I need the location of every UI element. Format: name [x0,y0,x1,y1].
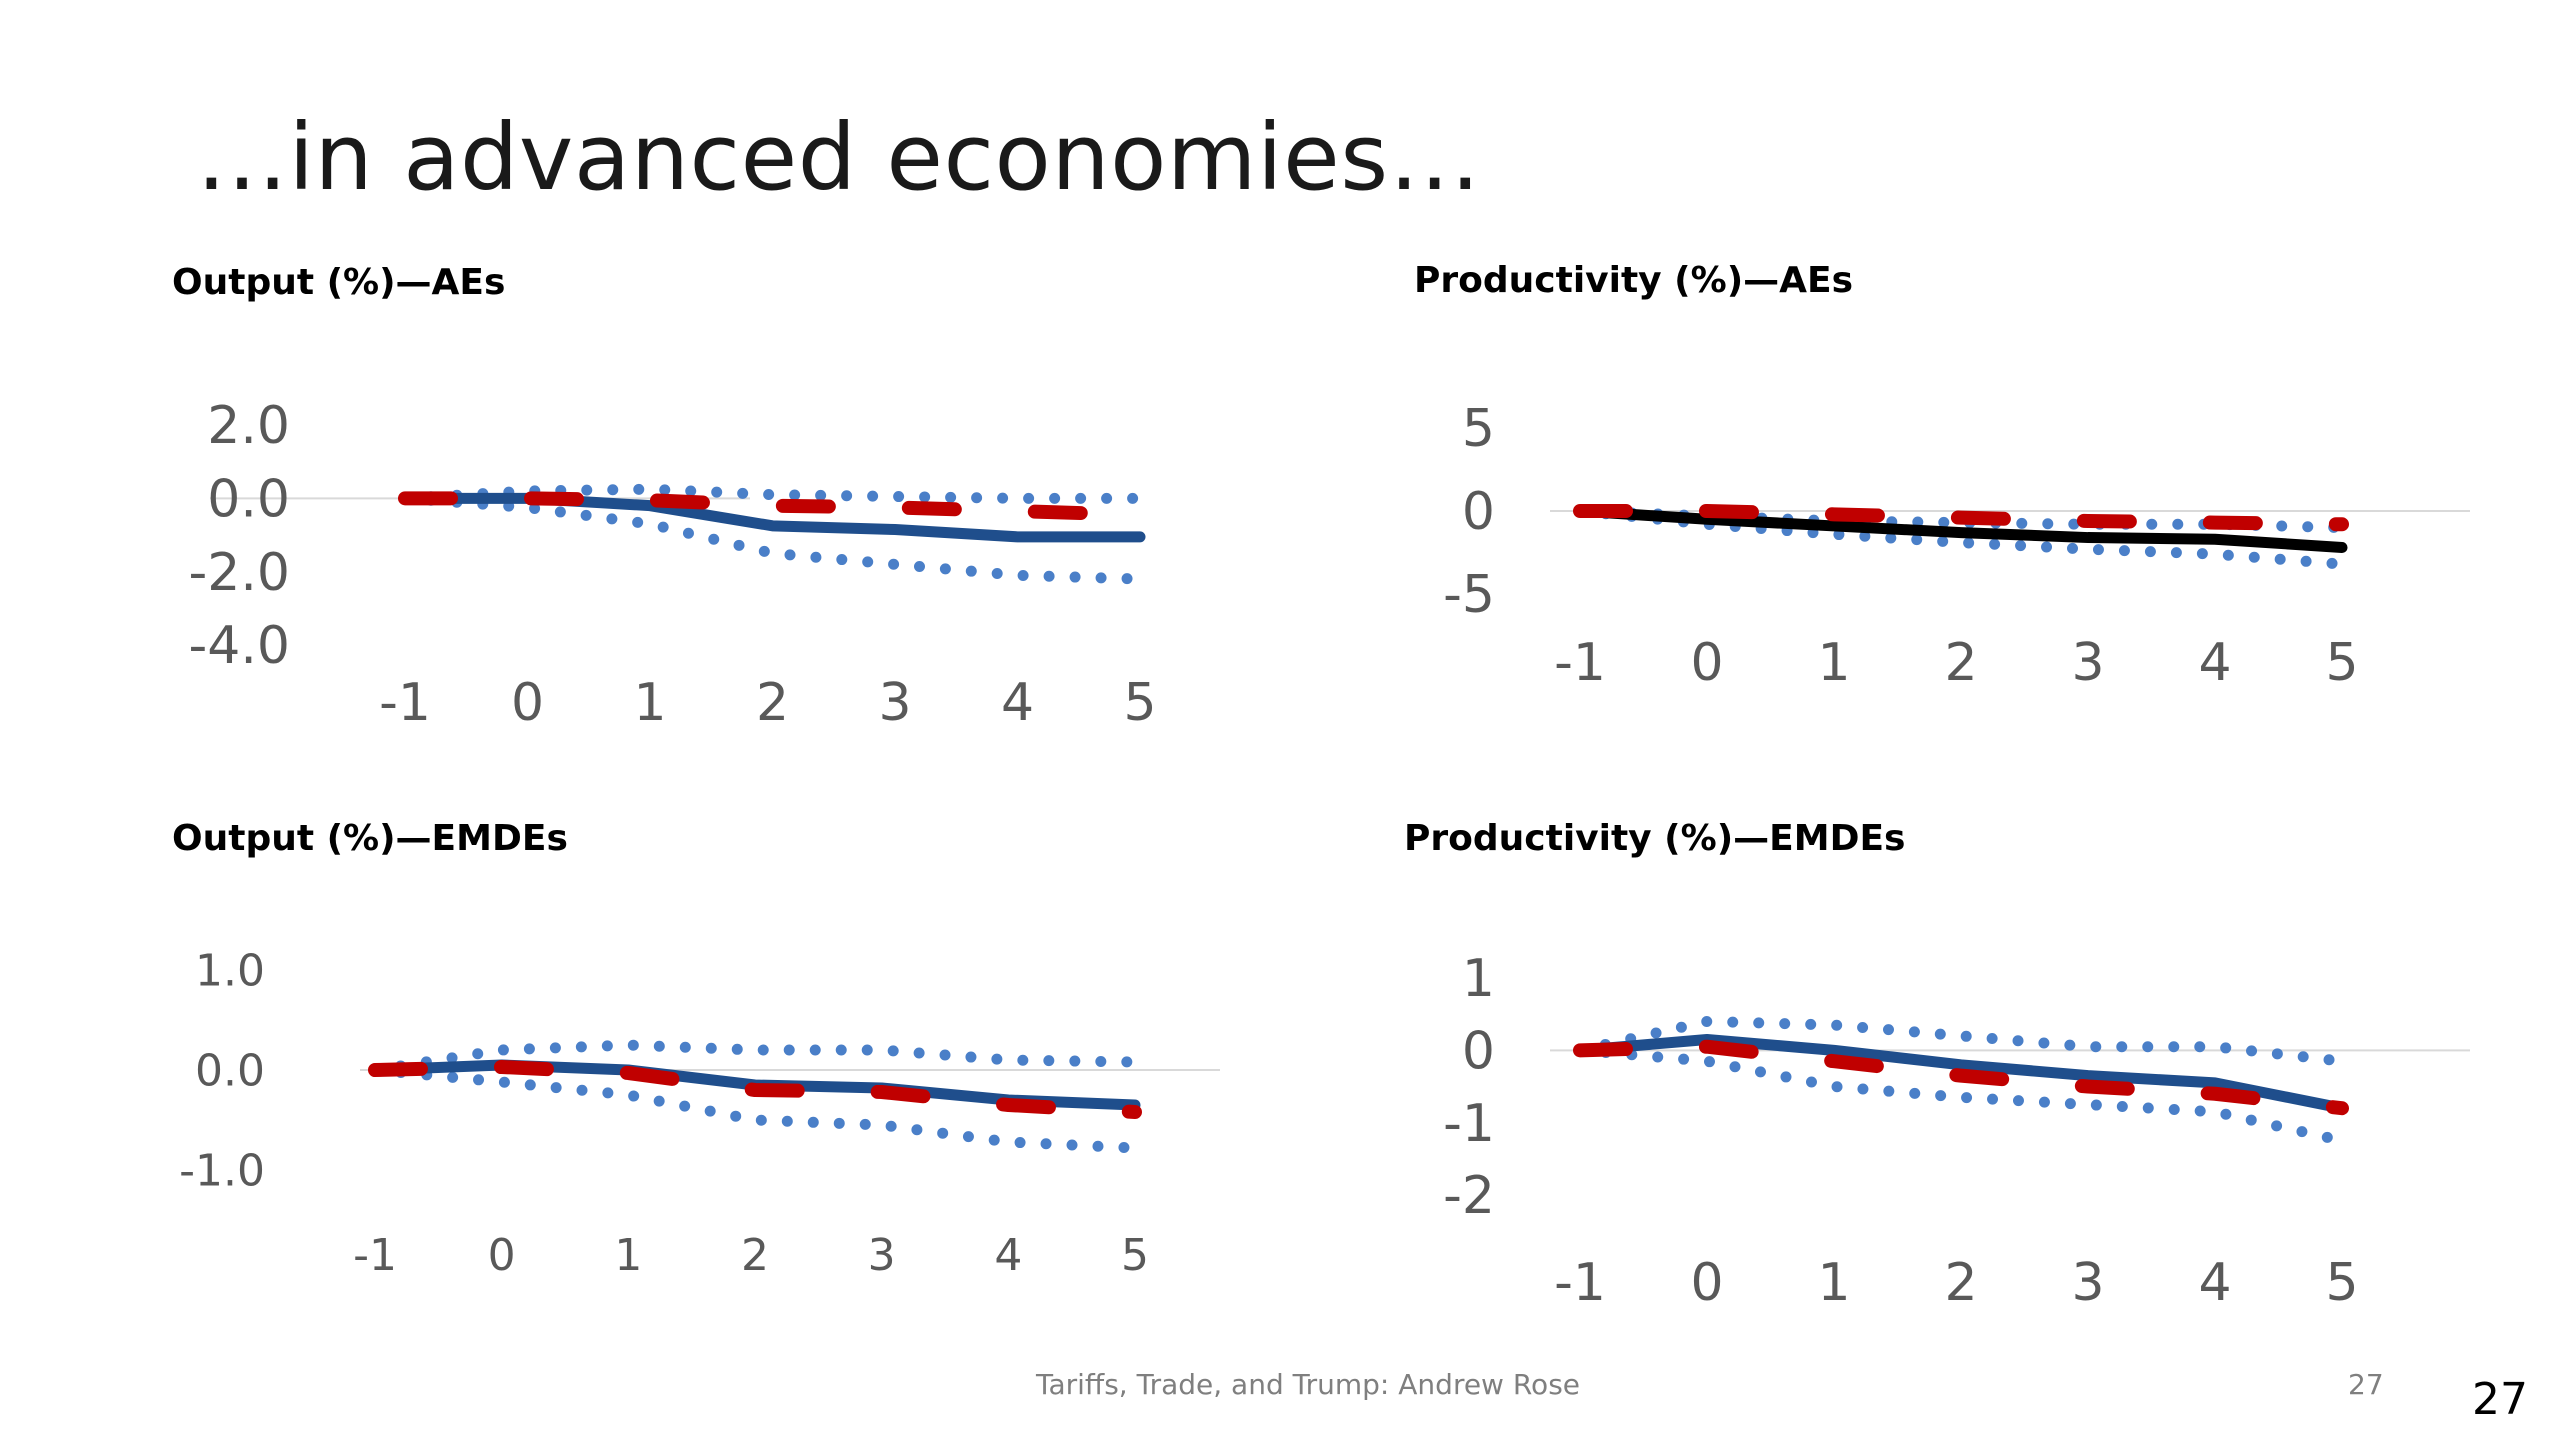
x-tick-label: 2 [756,673,789,733]
y-tick-label: 0 [1462,482,1495,542]
x-tick-label: 1 [614,1230,642,1280]
x-tick-label: -1 [379,673,431,733]
y-tick-label: 0.0 [207,470,290,530]
y-tick-label: 2.0 [207,396,290,456]
series-lower-band [369,1064,1141,1154]
y-tick-label: 1 [1462,949,1495,1009]
slide-footer: Tariffs, Trade, and Trump: Andrew Rose [1036,1368,1581,1401]
y-tick-label: 0 [1462,1022,1495,1082]
x-tick-label: 2 [1944,1253,1977,1313]
x-tick-label: -1 [1554,1253,1606,1313]
x-tick-label: 2 [1944,633,1977,693]
x-tick-label: -1 [353,1230,397,1280]
x-tick-label: 3 [2071,1253,2104,1313]
series-estimate [1574,505,2348,554]
x-tick-label: 4 [994,1230,1022,1280]
y-tick-label: -5 [1443,565,1495,625]
page-number: 27 [2472,1374,2528,1425]
slide-title: …in advanced economies… [196,104,1482,211]
x-tick-label: -1 [1554,633,1606,693]
chart-output-emdes: 1.0 0.0 -1.0 -1 0 1 2 3 4 5 [179,945,1220,1280]
series-estimate [399,492,1146,543]
chart-productivity-aes: 5 0 -5 -1 0 1 2 3 4 5 [1443,399,2470,693]
series-alternative [1573,504,2349,532]
x-tick-label: 1 [633,673,666,733]
series-alternative [398,491,1147,522]
x-tick-label: 0 [1690,1253,1723,1313]
x-tick-label: 0 [1690,633,1723,693]
series-alternative [1573,1039,2349,1116]
chart-output-aes: 2.0 0.0 -2.0 -4.0 -1 0 1 2 3 4 5 [189,396,1157,733]
y-tick-label: -2 [1443,1166,1495,1226]
x-tick-label: 4 [1001,673,1034,733]
y-tick-label: -1.0 [179,1145,265,1196]
x-tick-label: 0 [488,1230,516,1280]
series-upper-band [369,1039,1141,1076]
chart-title-output-aes: Output (%)—AEs [172,262,506,303]
x-tick-label: 5 [2325,633,2358,693]
x-tick-label: 5 [1123,673,1156,733]
x-tick-label: 5 [1121,1230,1149,1280]
series-upper-band [1574,1015,2348,1067]
series-estimate [1574,1033,2348,1114]
series-lower-band [1574,1044,2348,1147]
x-tick-label: 3 [868,1230,896,1280]
y-tick-label: 0.0 [195,1045,265,1096]
y-tick-label: -2.0 [189,543,290,603]
x-tick-label: 1 [1817,1253,1850,1313]
x-tick-label: 5 [2325,1253,2358,1313]
y-tick-label: -4.0 [189,616,290,676]
series-upper-band [399,483,1146,504]
x-tick-label: 0 [511,673,544,733]
y-tick-label: 1.0 [195,945,265,996]
x-tick-label: 3 [2071,633,2104,693]
x-tick-label: 2 [741,1230,769,1280]
x-tick-label: 1 [1817,633,1850,693]
x-tick-label: 4 [2198,1253,2231,1313]
chart-title-output-emdes: Output (%)—EMDEs [172,818,568,859]
y-tick-label: 5 [1462,399,1495,459]
x-tick-label: 3 [878,673,911,733]
chart-title-productivity-emdes: Productivity (%)—EMDEs [1404,818,1906,859]
series-alternative [368,1060,1142,1119]
page-number-small: 27 [2348,1368,2384,1401]
chart-title-productivity-aes: Productivity (%)—AEs [1414,260,1854,301]
chart-productivity-emdes: 1 0 -1 -2 -1 0 1 2 3 4 5 [1443,949,2470,1313]
y-tick-label: -1 [1443,1094,1495,1154]
x-tick-label: 4 [2198,633,2231,693]
